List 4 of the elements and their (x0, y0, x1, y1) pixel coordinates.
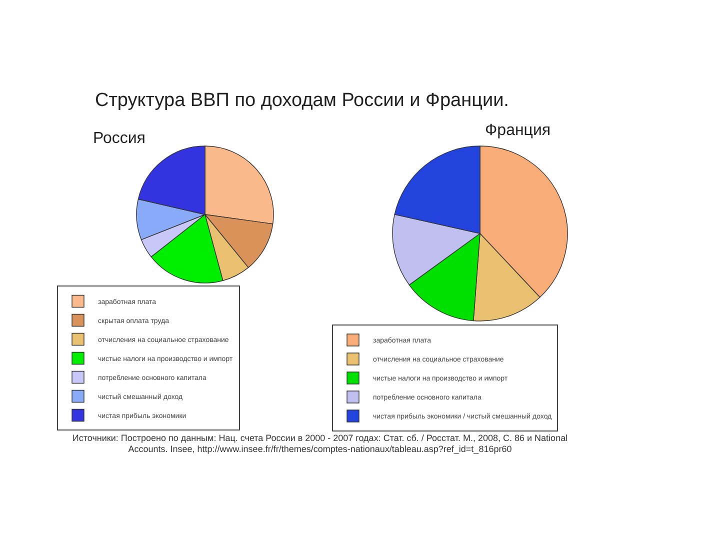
text: Источники: Построено по данным: Нац. счета России в 2000 - 2007 годах: Стат. сб. / Росстат. М., 2008, С. 86 и National Accounts. Insee, http://www.insee.fr/fr/themes/comptes-nationaux/tableau.asp?ref_id=t_816pr60 (71, 433, 569, 455)
chart-subtitle: Россия (93, 130, 146, 148)
chart-title: Франция (485, 122, 551, 140)
chart-title: Структура ВВП по доходам России и Франции. (95, 90, 509, 112)
